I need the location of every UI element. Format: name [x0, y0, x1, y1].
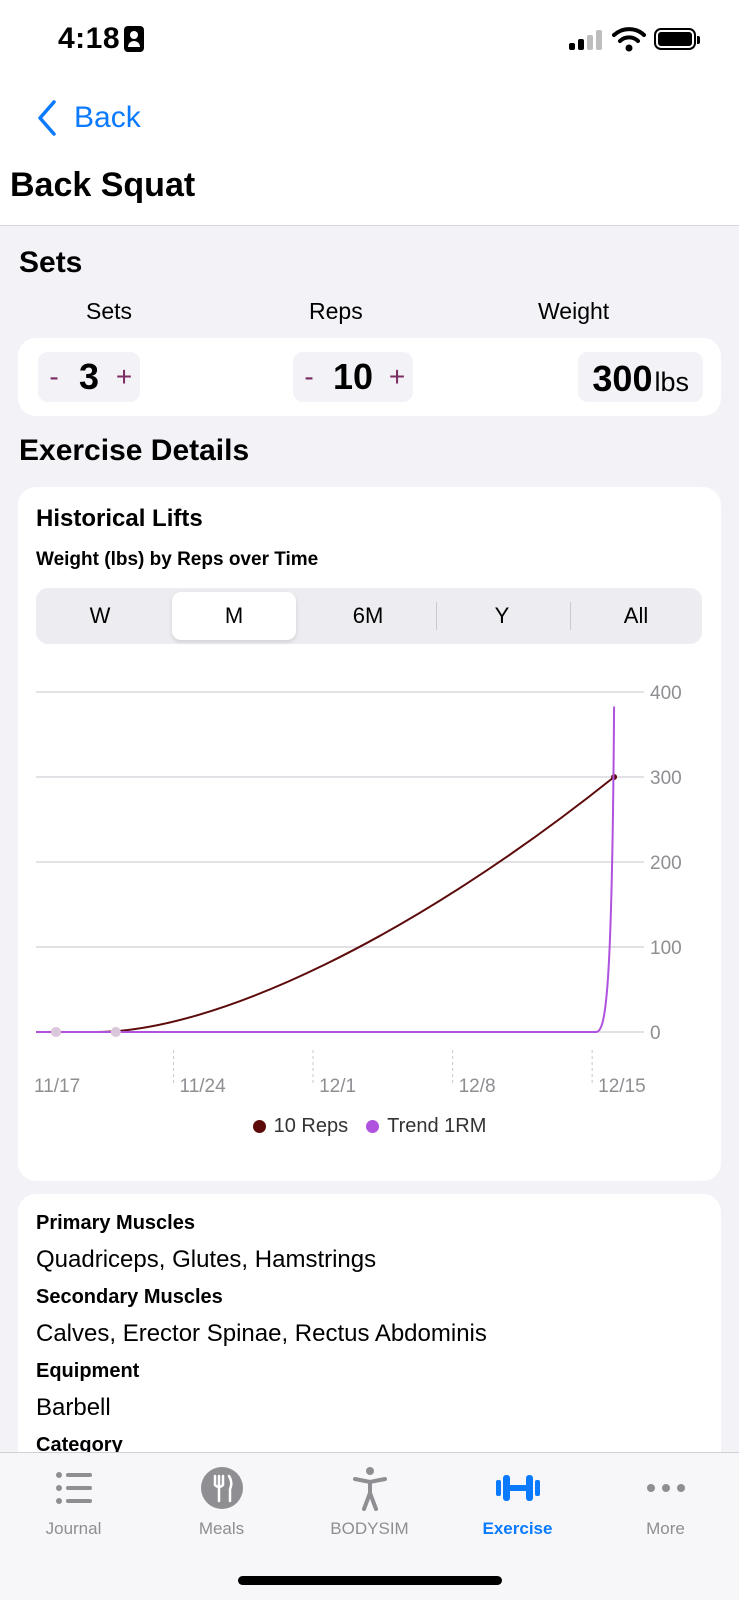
weight-chart: 0 100 200 300 400 11/17 11/24 12/1 12/8 12/15: [34, 683, 682, 1097]
y-tick-label: 0: [650, 1023, 661, 1044]
sets-increment-button[interactable]: +: [115, 361, 133, 392]
legend-dot: [366, 1120, 380, 1133]
series-line-10-reps: [36, 776, 615, 1033]
range-all[interactable]: All: [623, 603, 649, 628]
range-6m[interactable]: 6M: [352, 603, 384, 628]
tab-label: Meals: [198, 1519, 245, 1538]
y-tick-label: 300: [650, 768, 682, 789]
tab-label: BODYSIM: [330, 1519, 409, 1538]
tab-bar: Journal Meals BODYSIM Exercise: [0, 1452, 739, 1600]
dumbbell-icon: [495, 1475, 540, 1501]
y-tick-label: 200: [650, 853, 682, 874]
cellular-signal-icon: [569, 30, 603, 50]
tab-meals[interactable]: Meals: [148, 1465, 295, 1555]
legend-item-10-reps: 10 Reps: [252, 1115, 349, 1138]
tab-label: Journal: [45, 1519, 102, 1538]
person-icon: [352, 1467, 387, 1511]
y-tick-label: 100: [650, 938, 682, 959]
weight-value: 300: [592, 358, 653, 399]
legend-dot: [252, 1120, 266, 1133]
chevron-left-icon: [38, 100, 56, 136]
sets-section-title: Sets: [19, 246, 83, 279]
list-icon: [55, 1472, 92, 1504]
range-w[interactable]: W: [89, 603, 111, 628]
back-label: Back: [74, 101, 141, 134]
tab-bodysim[interactable]: BODYSIM: [296, 1465, 443, 1555]
range-m[interactable]: M: [172, 592, 296, 640]
battery-icon: [654, 28, 700, 50]
sets-stepper: - 3 +: [38, 352, 140, 402]
header: 4:18 Back Back Squat: [0, 0, 739, 226]
category-label: Category: [36, 1434, 123, 1456]
sets-card: - 3 + - 10 + 300 lbs: [18, 338, 721, 416]
primary-muscles-value: Quadriceps, Glutes, Hamstrings: [36, 1246, 377, 1273]
segment-divider: [570, 602, 571, 630]
segment-divider: [436, 602, 437, 630]
exercise-details-title: Exercise Details: [19, 434, 250, 467]
tab-journal[interactable]: Journal: [0, 1465, 147, 1555]
range-y[interactable]: Y: [494, 603, 510, 628]
data-point: [51, 1027, 61, 1037]
status-time: 4:18: [58, 22, 121, 55]
x-tick-label: 12/15: [598, 1076, 646, 1097]
sets-decrement-button[interactable]: -: [49, 361, 59, 392]
legend-item-trend-1rm: Trend 1RM: [366, 1115, 486, 1138]
reps-increment-button[interactable]: +: [388, 361, 406, 392]
weight-unit: lbs: [654, 367, 689, 397]
x-tick-label: 12/8: [459, 1076, 496, 1097]
tab-more[interactable]: More: [592, 1465, 739, 1555]
sets-column-labels: Sets Reps Weight: [0, 298, 739, 328]
tab-label: Exercise: [482, 1519, 553, 1538]
x-tick-label: 11/17: [34, 1076, 80, 1097]
x-tick-label: 11/24: [180, 1076, 227, 1097]
sets-label: Sets: [86, 298, 133, 324]
series-line-trend-1rm: [36, 706, 616, 1033]
reps-decrement-button[interactable]: -: [304, 361, 314, 392]
reps-label: Reps: [309, 298, 363, 324]
legend-label: Trend 1RM: [387, 1115, 487, 1137]
fork-knife-icon: [200, 1467, 243, 1509]
time-range-picker: W M 6M Y All: [36, 588, 702, 644]
back-button[interactable]: Back: [34, 98, 141, 138]
wifi-icon: [612, 27, 646, 52]
weight-field[interactable]: 300 lbs: [578, 352, 703, 402]
chart-subtitle: Weight (lbs) by Reps over Time: [36, 549, 319, 570]
chart-legend: 10 Reps Trend 1RM: [18, 1115, 721, 1138]
historical-lifts-card: Historical Lifts Weight (lbs) by Reps ov…: [18, 487, 721, 1181]
tab-label: More: [646, 1519, 685, 1538]
tab-exercise[interactable]: Exercise: [444, 1465, 591, 1555]
secondary-muscles-value: Calves, Erector Spinae, Rectus Abdominis: [36, 1320, 487, 1347]
ellipsis-icon: [646, 1484, 685, 1492]
y-tick-label: 400: [650, 683, 682, 704]
home-indicator: [238, 1576, 502, 1585]
weight-label: Weight: [538, 298, 610, 324]
muscles-card: Primary Muscles Quadriceps, Glutes, Hams…: [18, 1194, 721, 1464]
sets-value[interactable]: 3: [78, 356, 100, 397]
reps-stepper: - 10 +: [293, 352, 413, 402]
secondary-muscles-label: Secondary Muscles: [36, 1286, 223, 1308]
equipment-label: Equipment: [36, 1360, 140, 1382]
contact-card-icon: [124, 26, 144, 52]
historical-lifts-title: Historical Lifts: [36, 505, 203, 532]
page-title: Back Squat: [10, 166, 196, 204]
reps-value[interactable]: 10: [332, 356, 374, 397]
equipment-value: Barbell: [36, 1394, 111, 1421]
legend-label: 10 Reps: [273, 1115, 349, 1137]
primary-muscles-label: Primary Muscles: [36, 1212, 195, 1234]
data-point: [110, 1027, 121, 1037]
x-tick-label: 12/1: [319, 1076, 356, 1097]
